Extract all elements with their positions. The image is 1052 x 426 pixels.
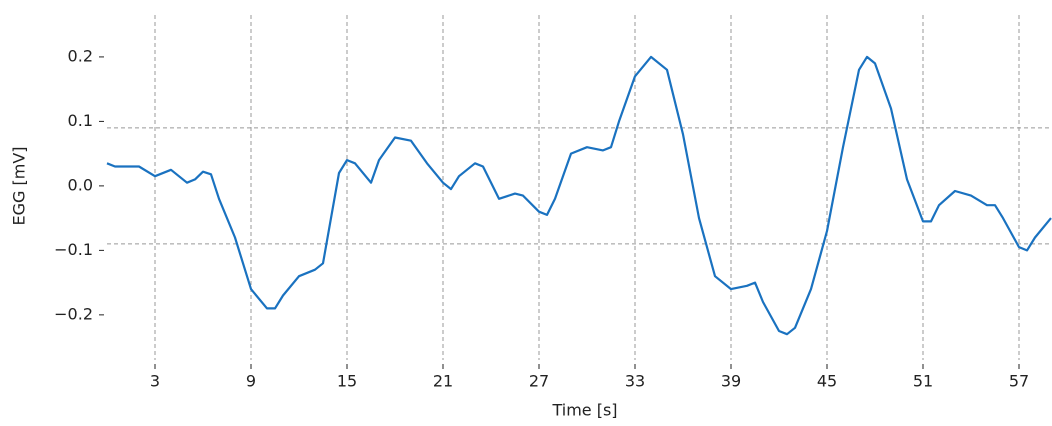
x-tick-label: 27 xyxy=(529,372,549,391)
x-axis-label: Time [s] xyxy=(551,401,617,420)
y-tick-label: 0.2 xyxy=(68,46,93,65)
x-tick-label: 33 xyxy=(625,372,645,391)
x-tick-label: 57 xyxy=(1009,372,1029,391)
x-tick-label: 51 xyxy=(913,372,933,391)
x-tick-label: 9 xyxy=(246,372,256,391)
y-tick-label: −0.1 xyxy=(54,240,93,259)
x-tick-label: 45 xyxy=(817,372,837,391)
y-tick-label: 0.1 xyxy=(68,111,93,130)
x-tick-label: 39 xyxy=(721,372,741,391)
y-tick-label: 0.0 xyxy=(68,175,93,194)
y-tick-label: −0.2 xyxy=(54,304,93,323)
x-tick-label: 3 xyxy=(150,372,160,391)
x-tick-label: 15 xyxy=(337,372,357,391)
data-line xyxy=(106,55,1052,336)
y-axis-label: EGG [mV] xyxy=(10,146,29,225)
x-tick-label: 21 xyxy=(433,372,453,391)
